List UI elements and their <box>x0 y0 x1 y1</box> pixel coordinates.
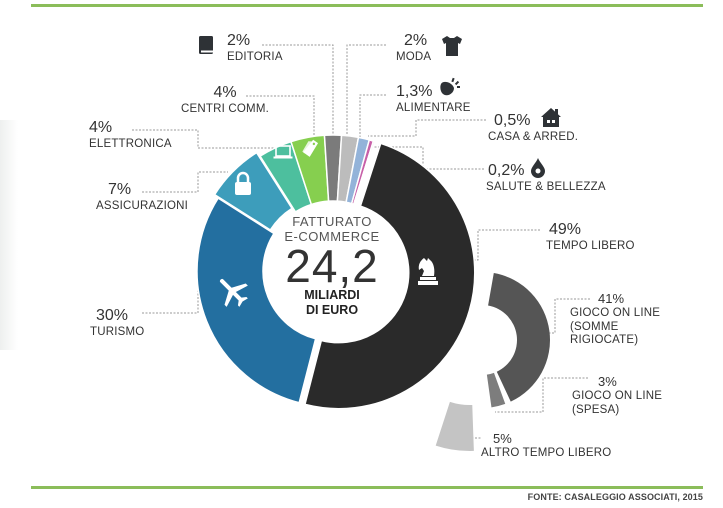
leader-editoria <box>262 44 334 135</box>
drop-icon <box>531 158 545 178</box>
label-turismo: 30% TURISMO <box>90 308 144 339</box>
tshirt-icon <box>442 36 462 56</box>
pct-editoria: 2% <box>227 32 251 49</box>
slice-salute-bellezza <box>352 140 376 206</box>
breakout-slice-2 <box>486 372 506 408</box>
label-alimentare: 1,3% ALIMENTARE <box>396 84 471 115</box>
airplane-icon <box>219 278 248 307</box>
pct-elettronica: 4% <box>89 119 113 136</box>
breakout-slice-1 <box>488 273 550 402</box>
label-tempo-libero: 49% TEMPO LIBERO <box>546 222 635 253</box>
left-edge-shadow <box>0 120 18 350</box>
name-tempo-libero: TEMPO LIBERO <box>546 240 635 252</box>
tag-icon <box>302 139 319 157</box>
source-note: FONTE: CASALEGGIO ASSOCIATI, 2015 <box>527 492 703 502</box>
name-altro: ALTRO TEMPO LIBERO <box>481 447 612 459</box>
label-salute: 0,2% SALUTE & BELLEZZA <box>486 163 606 194</box>
name-gioco-rigiocate-1: GIOCO ON LINE <box>570 307 661 319</box>
top-rule <box>31 4 703 7</box>
pct-assicurazioni: 7% <box>108 181 132 198</box>
donut-center-label: FATTURATO E-COMMERCE 24,2 MILIARDI DI EU… <box>262 214 402 318</box>
label-gioco-spesa: 3% GIOCO ON LINE (SPESA) <box>572 375 662 416</box>
padlock-icon <box>235 171 251 195</box>
leader-moda <box>346 44 386 135</box>
pct-salute: 0,2% <box>488 162 525 179</box>
donut-ring <box>196 134 476 410</box>
name-gioco-rigiocate-3: RIGIOCATE) <box>570 334 639 346</box>
leader-elettronica <box>132 129 280 149</box>
leader-centri <box>246 95 315 140</box>
name-gioco-rigiocate-2: (SOMME <box>570 320 619 333</box>
leader-assicurazioni <box>142 171 228 193</box>
leader-casa <box>368 119 486 137</box>
pct-centri: 4% <box>213 84 237 101</box>
name-alimentare: ALIMENTARE <box>396 102 471 114</box>
leader-gioco-spesa <box>495 377 588 413</box>
label-assicurazioni: 7% ASSICURAZIONI <box>90 182 194 213</box>
breakout-slice-3 <box>435 401 474 451</box>
bottom-rule <box>31 486 703 489</box>
label-centri-comm: 4% CENTRI COMM. <box>176 85 274 116</box>
slice-tempo-libero <box>304 142 476 410</box>
name-gioco-spesa-1: GIOCO ON LINE <box>572 390 663 402</box>
pct-gioco-rigiocate: 41% <box>598 291 625 306</box>
label-editoria: 2% EDITORIA <box>227 33 283 64</box>
name-assicurazioni: ASSICURAZIONI <box>95 200 189 212</box>
name-salute: SALUTE & BELLEZZA <box>486 181 606 193</box>
label-elettronica: 4% ELETTRONICA <box>89 120 172 151</box>
pct-tempo-libero: 49% <box>549 221 582 238</box>
leader-tempo-libero <box>466 229 540 261</box>
name-moda: MODA <box>396 51 432 63</box>
food-icon <box>440 77 460 96</box>
pct-casa: 0,5% <box>494 112 531 129</box>
center-line-3: MILIARDI <box>304 288 360 302</box>
center-total-value: 24,2 <box>285 240 379 292</box>
book-icon <box>199 36 213 54</box>
label-altro-tempo-libero: 5% ALTRO TEMPO LIBERO <box>481 432 611 460</box>
pct-alimentare: 1,3% <box>396 83 433 100</box>
chess-knight-icon <box>418 258 438 285</box>
center-line-1: FATTURATO <box>292 214 372 229</box>
center-line-4: DI EURO <box>305 303 359 317</box>
leader-gioco-rigiocate <box>548 298 590 334</box>
name-centri: CENTRI COMM. <box>180 103 269 115</box>
name-turismo: TURISMO <box>90 326 145 338</box>
center-line-2: E-COMMERCE <box>284 229 380 244</box>
label-casa: 0,5% CASA & ARRED. <box>488 113 578 144</box>
name-editoria: EDITORIA <box>227 51 283 63</box>
pct-gioco-spesa: 3% <box>598 374 617 389</box>
leader-alimentare <box>359 94 386 137</box>
label-gioco-rigiocate: 41% GIOCO ON LINE (SOMME RIGIOCATE) <box>570 292 660 347</box>
pct-turismo: 30% <box>96 307 129 324</box>
slice-turismo <box>196 197 317 404</box>
breakout-ring <box>435 273 550 451</box>
slice-assicurazioni <box>213 151 293 231</box>
name-casa: CASA & ARRED. <box>488 131 579 143</box>
label-moda: 2% MODA <box>396 33 431 64</box>
laptop-icon <box>273 145 293 159</box>
leader-turismo <box>142 290 199 314</box>
pct-altro: 5% <box>493 431 512 446</box>
pct-moda: 2% <box>404 32 428 49</box>
name-gioco-spesa-2: (SPESA) <box>572 403 620 416</box>
name-elettronica: ELETTRONICA <box>89 138 172 150</box>
leader-salute <box>372 146 484 170</box>
house-icon <box>541 108 561 127</box>
